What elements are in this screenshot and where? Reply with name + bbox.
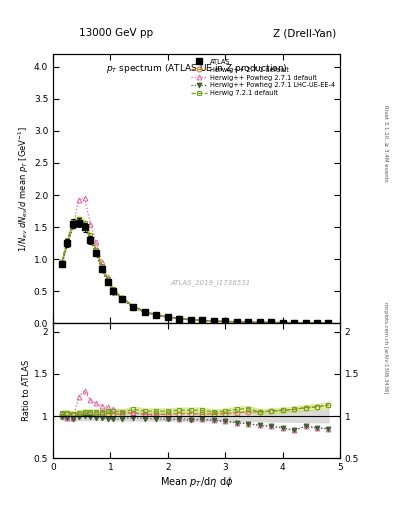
Text: $p_T$ spectrum (ATLAS UE in Z production): $p_T$ spectrum (ATLAS UE in Z production…	[106, 62, 287, 75]
Legend: ATLAS, Herwig++ 2.7.1 default, Herwig++ Powheg 2.7.1 default, Herwig++ Powheg 2.: ATLAS, Herwig++ 2.7.1 default, Herwig++ …	[189, 57, 337, 98]
Text: mcplots.cern.ch [arXiv:1306.3436]: mcplots.cern.ch [arXiv:1306.3436]	[384, 303, 388, 394]
Text: Z (Drell-Yan): Z (Drell-Yan)	[273, 28, 336, 38]
Text: Rivet 3.1.10, ≥ 3.4M events: Rivet 3.1.10, ≥ 3.4M events	[384, 105, 388, 182]
Text: ATLAS_2019_I1736531: ATLAS_2019_I1736531	[171, 280, 251, 286]
Text: 13000 GeV pp: 13000 GeV pp	[79, 28, 153, 38]
Y-axis label: $1/N_{ev}\;dN_{ev}/d$ mean $p_T$ [GeV$^{-1}$]: $1/N_{ev}\;dN_{ev}/d$ mean $p_T$ [GeV$^{…	[17, 125, 31, 251]
Y-axis label: Ratio to ATLAS: Ratio to ATLAS	[22, 360, 31, 421]
X-axis label: Mean $p_T$/d$\eta$ d$\phi$: Mean $p_T$/d$\eta$ d$\phi$	[160, 475, 233, 489]
